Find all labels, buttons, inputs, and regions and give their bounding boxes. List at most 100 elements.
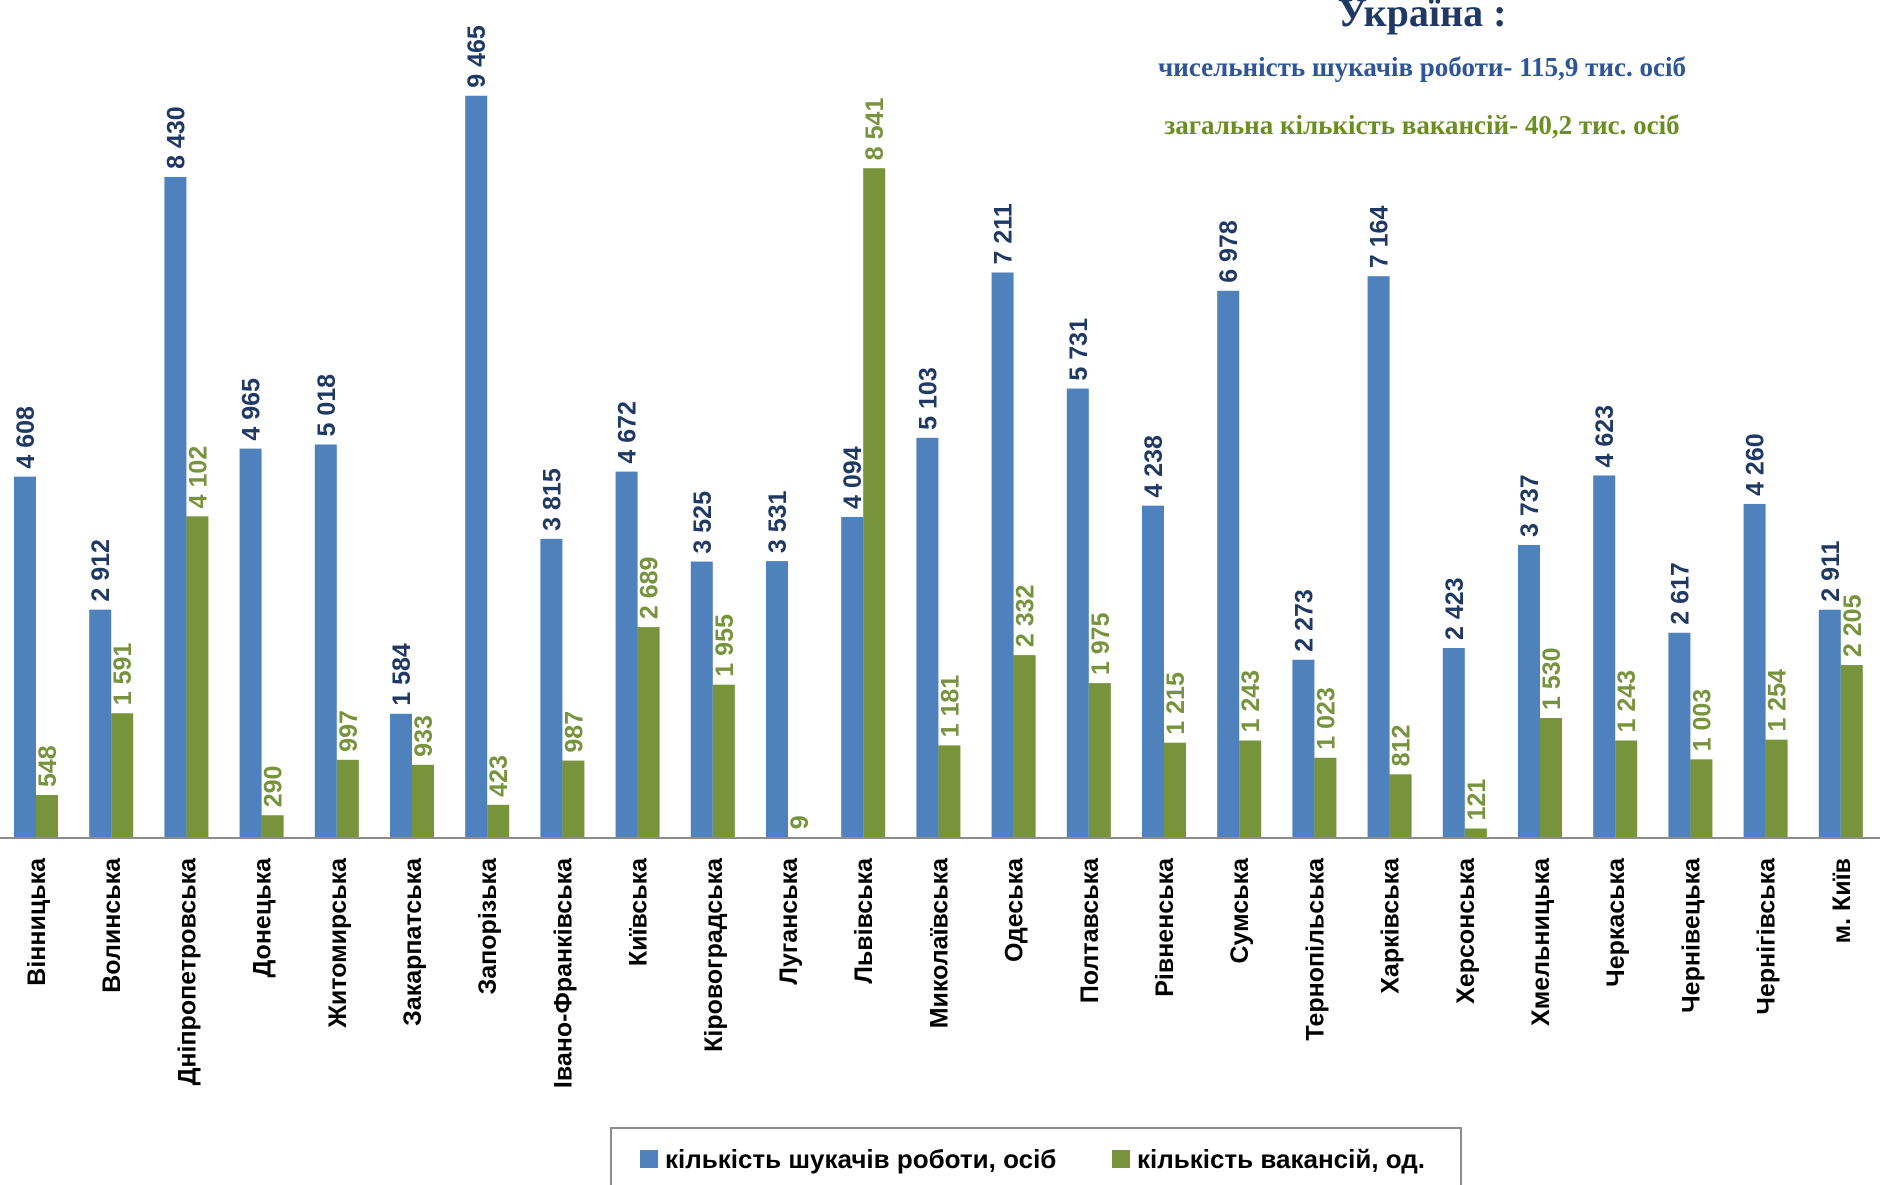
bar-seekers — [1217, 290, 1240, 838]
bar-vacancies — [1239, 740, 1262, 838]
data-label-vacancies: 4 102 — [184, 446, 212, 509]
category-label: Київська — [625, 857, 653, 966]
data-label-seekers: 9 465 — [463, 25, 491, 88]
bar-seekers — [690, 561, 713, 838]
data-label-seekers: 1 584 — [388, 643, 416, 706]
data-label-seekers: 3 737 — [1516, 474, 1544, 537]
data-label-vacancies: 2 332 — [1012, 585, 1040, 648]
bar-vacancies — [1615, 740, 1638, 838]
category-label: Миколаївська — [925, 857, 953, 1028]
category-label: Черкаська — [1602, 857, 1630, 987]
bar-seekers — [1668, 632, 1691, 838]
category-label: Харківська — [1377, 857, 1405, 994]
data-label-vacancies: 423 — [485, 755, 513, 797]
bar-seekers — [540, 538, 563, 838]
chart-subtitle-seekers: чисельність шукачів роботи- 115,9 тис. о… — [1158, 52, 1686, 82]
data-label-seekers: 5 103 — [914, 367, 942, 430]
data-label-seekers: 2 423 — [1441, 577, 1469, 640]
data-label-seekers: 4 672 — [614, 401, 642, 464]
bar-vacancies — [1013, 655, 1036, 838]
data-label-seekers: 4 608 — [12, 406, 40, 469]
plot-area: 4 608 548 Вінницька 2 912 1 591 Волинська 8 43… — [12, 25, 1867, 1088]
category-label: Чернігівська — [1753, 857, 1781, 1015]
data-label-seekers: 2 273 — [1290, 589, 1318, 652]
data-label-vacancies: 987 — [560, 711, 588, 753]
bar-seekers — [465, 95, 488, 838]
category-label: Луганська — [775, 857, 803, 985]
data-label-seekers: 3 525 — [689, 491, 717, 554]
bar-vacancies — [1389, 774, 1412, 838]
data-label-seekers: 2 911 — [1817, 540, 1845, 601]
data-label-vacancies: 548 — [34, 745, 62, 787]
bar-vacancies — [1540, 718, 1562, 838]
bar-seekers — [1593, 475, 1616, 838]
legend-label-vacancies: кількість вакансій, од. — [1137, 1144, 1425, 1174]
bar-seekers — [1066, 388, 1089, 838]
data-label-seekers: 4 965 — [238, 378, 266, 441]
bar-vacancies — [562, 760, 585, 838]
data-label-seekers: 5 018 — [313, 374, 341, 437]
data-label-vacancies: 2 205 — [1839, 594, 1867, 657]
bar-vacancies — [863, 168, 886, 838]
bar-vacancies — [186, 516, 209, 838]
legend-border — [610, 1127, 1462, 1185]
category-label: Івано-Франківська — [549, 857, 577, 1088]
legend-swatch-vacancies — [1112, 1150, 1130, 1168]
data-label-seekers: 7 164 — [1366, 206, 1394, 269]
data-label-vacancies: 1 975 — [1087, 612, 1115, 675]
data-label-vacancies: 1 215 — [1162, 672, 1190, 735]
category-label: Донецька — [249, 857, 277, 978]
chart-title: Україна : — [1338, 0, 1507, 35]
data-label-vacancies: 1 003 — [1688, 689, 1716, 752]
legend-label-seekers: кількість шукачів роботи, осіб — [665, 1144, 1056, 1174]
data-label-vacancies: 933 — [410, 715, 438, 757]
bar-vacancies — [412, 764, 434, 838]
legend-swatch-seekers — [640, 1150, 658, 1168]
bar-vacancies — [1690, 759, 1713, 838]
data-label-seekers: 7 211 — [990, 203, 1018, 264]
category-label: Рівненська — [1151, 857, 1179, 997]
bar-vacancies — [36, 795, 58, 838]
category-label: Хмельницька — [1527, 857, 1555, 1026]
bar-seekers — [1142, 505, 1164, 838]
bar-vacancies — [1765, 739, 1788, 838]
bar-vacancies — [1464, 828, 1487, 838]
category-label: Дніпропетровська — [173, 857, 201, 1085]
category-label: Львівська — [850, 857, 878, 984]
category-label: Вінницька — [23, 857, 51, 986]
bar-vacancies — [1314, 757, 1337, 838]
bar-seekers — [1818, 609, 1841, 838]
data-label-vacancies: 8 541 — [861, 98, 889, 161]
data-label-seekers: 4 238 — [1140, 435, 1168, 498]
bar-vacancies — [336, 759, 359, 838]
data-label-seekers: 2 912 — [87, 539, 115, 602]
category-label: Запорізька — [474, 857, 502, 994]
bar-vacancies — [938, 745, 961, 838]
data-label-seekers: 4 260 — [1742, 433, 1770, 496]
bar-vacancies — [261, 815, 284, 838]
bar-seekers — [314, 444, 337, 838]
category-label: Херсонська — [1452, 857, 1480, 1004]
category-label: Чернівецька — [1677, 857, 1705, 1013]
bar-seekers — [615, 471, 638, 838]
data-label-vacancies: 1 243 — [1613, 670, 1641, 733]
bar-vacancies — [637, 627, 660, 838]
data-label-vacancies: 1 955 — [711, 614, 739, 677]
bar-vacancies — [1164, 742, 1186, 838]
data-label-seekers: 5 731 — [1065, 318, 1093, 381]
data-label-vacancies: 1 591 — [109, 643, 137, 706]
data-label-vacancies: 1 023 — [1312, 687, 1340, 750]
data-label-vacancies: 9 — [786, 815, 814, 829]
bar-seekers — [390, 713, 412, 838]
bar-seekers — [1367, 276, 1390, 838]
bar-seekers — [164, 176, 187, 838]
bar-seekers — [1442, 647, 1465, 838]
category-label: Житомирська — [324, 857, 352, 1029]
category-label: Одеська — [1001, 857, 1029, 962]
data-label-vacancies: 997 — [335, 710, 363, 752]
bar-vacancies — [712, 684, 735, 838]
data-label-vacancies: 1 181 — [936, 675, 964, 738]
data-label-vacancies: 812 — [1388, 725, 1416, 767]
category-label: м. Київ — [1828, 858, 1856, 943]
